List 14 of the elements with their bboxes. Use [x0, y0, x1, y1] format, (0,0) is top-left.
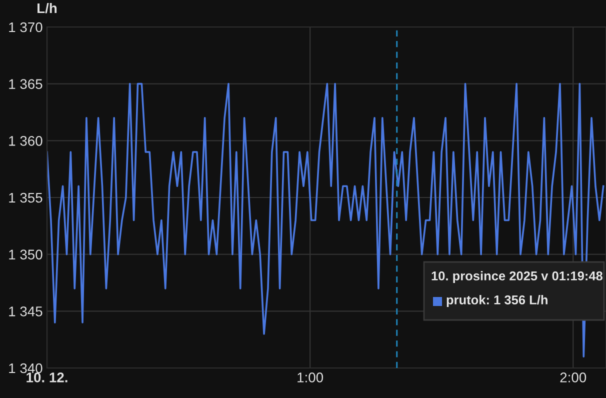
y-tick-label: 1 350 [9, 250, 42, 260]
y-tick-label: 1 370 [9, 22, 42, 32]
y-tick-label: 1 365 [9, 79, 42, 90]
x-tick-label: 10. 12. [26, 372, 68, 382]
annotation: 10. prosince 2025 v 01:19:48 [432, 271, 603, 283]
y-tick-label: 1 360 [9, 136, 42, 146]
annotation: prutok: 1 356 L/h [446, 295, 548, 307]
x-tick-label: 2:00 [560, 372, 586, 382]
line-series [47, 82, 604, 358]
y-tick-label: 1 340 [9, 363, 42, 374]
y-tick-label: 1 355 [9, 192, 42, 203]
y-tick-label: 1 345 [9, 306, 42, 316]
y-axis-title: L/h [38, 2, 57, 14]
x-tick-label: 1:00 [298, 372, 324, 382]
